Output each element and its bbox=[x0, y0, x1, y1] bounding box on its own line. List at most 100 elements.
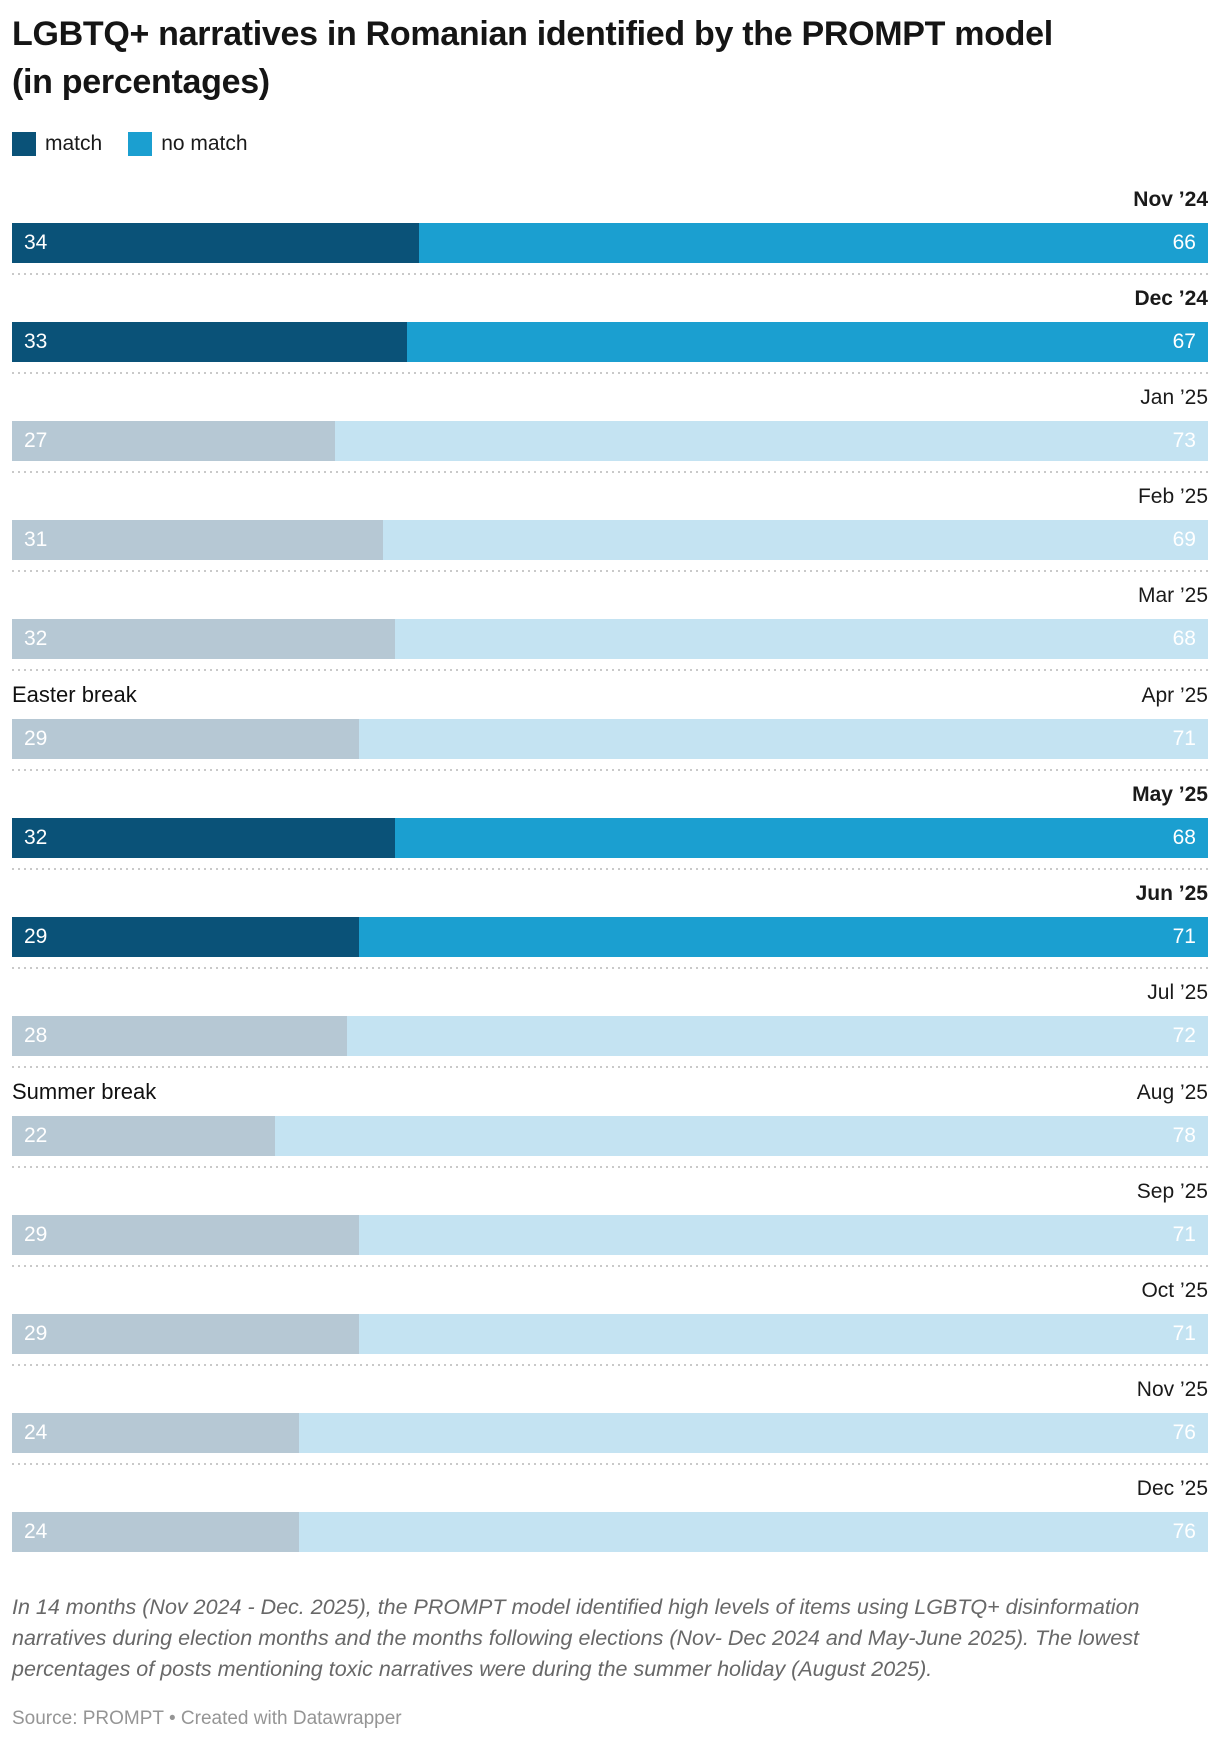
bar-segment-no-match: 68 bbox=[394, 818, 1208, 858]
value-label-match: 22 bbox=[24, 1124, 48, 1147]
row-header: Sep ’25 bbox=[12, 1168, 1208, 1215]
annotation-label: Easter break bbox=[12, 682, 137, 707]
row-separator bbox=[12, 868, 1208, 870]
stacked-bar: 29 71 bbox=[12, 719, 1208, 759]
value-label-match: 29 bbox=[24, 1223, 48, 1246]
bar-segment-match: 27 bbox=[12, 421, 335, 461]
month-label: Dec ’24 bbox=[1134, 287, 1208, 310]
value-label-no-match: 68 bbox=[1172, 826, 1196, 849]
stacked-bar: 29 71 bbox=[12, 1215, 1208, 1255]
value-label-no-match: 78 bbox=[1172, 1124, 1196, 1147]
legend-item-no-match: no match bbox=[128, 132, 248, 156]
month-label: Aug ’25 bbox=[1136, 1081, 1208, 1104]
bar-segment-match: 32 bbox=[12, 818, 395, 858]
stacked-bar: 32 68 bbox=[12, 619, 1208, 659]
row-header: Jan ’25 bbox=[12, 374, 1208, 421]
stacked-bar: 27 73 bbox=[12, 421, 1208, 461]
bar-segment-match: 29 bbox=[12, 1314, 359, 1354]
bar-segment-match: 31 bbox=[12, 520, 383, 560]
row-header: Jul ’25 bbox=[12, 969, 1208, 1016]
row-header: Easter break Apr ’25 bbox=[12, 671, 1208, 719]
month-label: Jun ’25 bbox=[1135, 882, 1208, 905]
value-label-match: 24 bbox=[24, 1520, 48, 1543]
row-separator bbox=[12, 769, 1208, 771]
row-separator bbox=[12, 1463, 1208, 1465]
legend: match no match bbox=[12, 132, 1208, 156]
chart-row: Easter break Apr ’25 29 71 bbox=[12, 671, 1208, 771]
chart-rows: Nov ’24 34 66 Dec ’24 33 67 Jan ’25 27 73 Feb ’25… bbox=[12, 176, 1208, 1552]
stacked-bar: 29 71 bbox=[12, 917, 1208, 957]
value-label-match: 29 bbox=[24, 1322, 48, 1345]
chart-row: Nov ’24 34 66 bbox=[12, 176, 1208, 275]
row-separator bbox=[12, 1364, 1208, 1366]
chart-row: Jun ’25 29 71 bbox=[12, 870, 1208, 969]
bar-segment-no-match: 76 bbox=[299, 1512, 1208, 1552]
row-separator bbox=[12, 471, 1208, 473]
bar-segment-match: 28 bbox=[12, 1016, 347, 1056]
bar-segment-match: 29 bbox=[12, 719, 359, 759]
chart-notes: In 14 months (Nov 2024 - Dec. 2025), the… bbox=[12, 1595, 1140, 1681]
row-header: Dec ’24 bbox=[12, 275, 1208, 322]
value-label-no-match: 72 bbox=[1172, 1024, 1196, 1047]
row-header: Mar ’25 bbox=[12, 572, 1208, 619]
stacked-bar: 29 71 bbox=[12, 1314, 1208, 1354]
bar-segment-no-match: 71 bbox=[358, 719, 1208, 759]
chart-row: Dec ’24 33 67 bbox=[12, 275, 1208, 374]
stacked-bar: 33 67 bbox=[12, 322, 1208, 362]
legend-item-match: match bbox=[12, 132, 102, 156]
row-separator bbox=[12, 1166, 1208, 1168]
value-label-match: 32 bbox=[24, 627, 48, 650]
value-label-no-match: 71 bbox=[1172, 1322, 1196, 1345]
bar-segment-match: 33 bbox=[12, 322, 407, 362]
row-separator bbox=[12, 1265, 1208, 1267]
row-separator bbox=[12, 372, 1208, 374]
value-label-match: 32 bbox=[24, 826, 48, 849]
bar-segment-no-match: 71 bbox=[358, 1314, 1208, 1354]
month-label: Sep ’25 bbox=[1136, 1180, 1208, 1203]
bar-segment-no-match: 76 bbox=[299, 1413, 1208, 1453]
chart-row: Oct ’25 29 71 bbox=[12, 1267, 1208, 1366]
value-label-no-match: 73 bbox=[1172, 429, 1196, 452]
stacked-bar: 34 66 bbox=[12, 223, 1208, 263]
bar-segment-no-match: 72 bbox=[346, 1016, 1208, 1056]
chart-row: Dec ’25 24 76 bbox=[12, 1465, 1208, 1552]
value-label-match: 31 bbox=[24, 528, 48, 551]
bar-segment-no-match: 66 bbox=[418, 223, 1208, 263]
stacked-bar: 31 69 bbox=[12, 520, 1208, 560]
row-header: Nov ’24 bbox=[12, 176, 1208, 223]
value-label-no-match: 69 bbox=[1172, 528, 1196, 551]
month-label: Mar ’25 bbox=[1137, 584, 1208, 607]
month-label: Feb ’25 bbox=[1137, 485, 1208, 508]
month-label: May ’25 bbox=[1132, 783, 1208, 806]
bar-segment-no-match: 71 bbox=[358, 1215, 1208, 1255]
chart-row: Feb ’25 31 69 bbox=[12, 473, 1208, 572]
bar-segment-match: 29 bbox=[12, 917, 359, 957]
value-label-match: 29 bbox=[24, 925, 48, 948]
chart-source: Source: PROMPT • Created with Datawrappe… bbox=[12, 1707, 402, 1729]
row-header: Nov ’25 bbox=[12, 1366, 1208, 1413]
value-label-match: 28 bbox=[24, 1024, 48, 1047]
row-separator bbox=[12, 570, 1208, 572]
value-label-no-match: 71 bbox=[1172, 727, 1196, 750]
row-header: Jun ’25 bbox=[12, 870, 1208, 917]
bar-segment-match: 22 bbox=[12, 1116, 276, 1156]
value-label-no-match: 68 bbox=[1172, 627, 1196, 650]
bar-segment-no-match: 68 bbox=[394, 619, 1208, 659]
chart-row: Sep ’25 29 71 bbox=[12, 1168, 1208, 1267]
chart-row: Mar ’25 32 68 bbox=[12, 572, 1208, 671]
bar-segment-no-match: 71 bbox=[358, 917, 1208, 957]
bar-segment-no-match: 78 bbox=[275, 1116, 1208, 1156]
row-header: Feb ’25 bbox=[12, 473, 1208, 520]
value-label-no-match: 71 bbox=[1172, 1223, 1196, 1246]
chart-row: Jul ’25 28 72 bbox=[12, 969, 1208, 1068]
bar-segment-no-match: 69 bbox=[382, 520, 1208, 560]
chart-row: Jan ’25 27 73 bbox=[12, 374, 1208, 473]
value-label-match: 33 bbox=[24, 330, 48, 353]
chart-row: May ’25 32 68 bbox=[12, 771, 1208, 870]
month-label: Jan ’25 bbox=[1140, 386, 1208, 409]
value-label-match: 24 bbox=[24, 1421, 48, 1444]
stacked-bar: 32 68 bbox=[12, 818, 1208, 858]
bar-segment-match: 32 bbox=[12, 619, 395, 659]
month-label: Oct ’25 bbox=[1141, 1279, 1208, 1302]
